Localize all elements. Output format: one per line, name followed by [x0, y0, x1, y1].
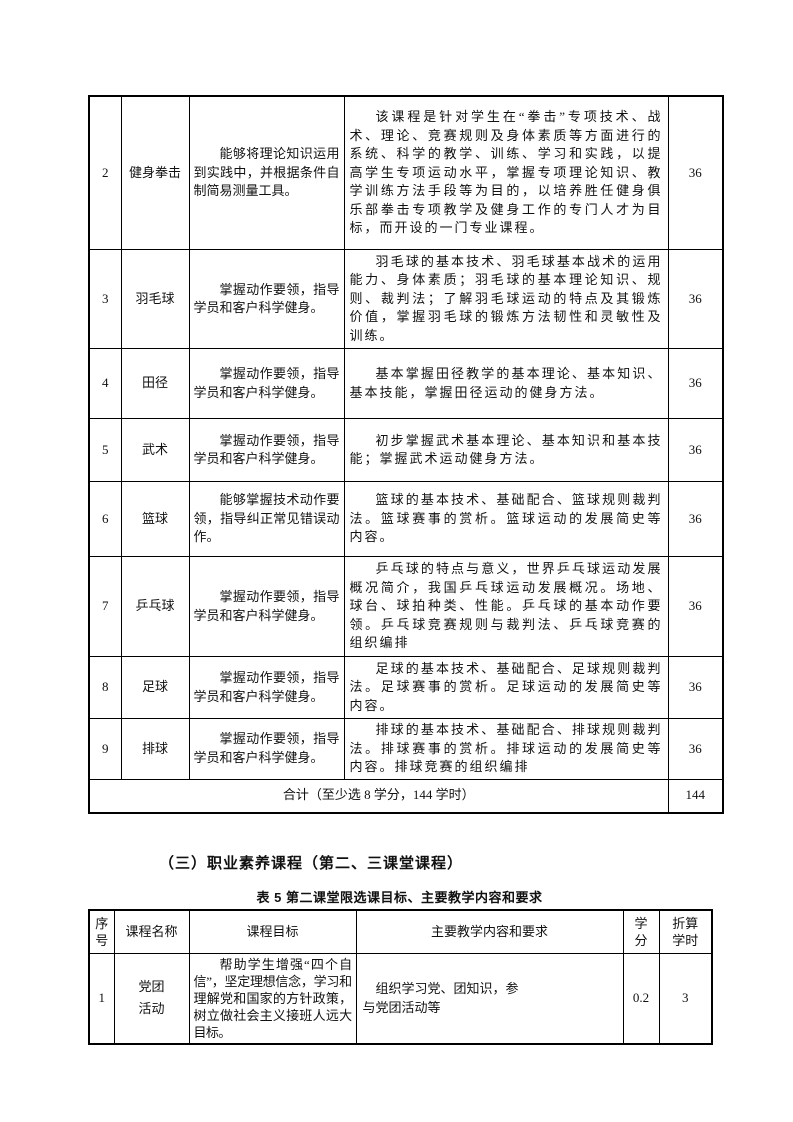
second-classroom-course-table: 序 号 课程名称 课程目标 主要教学内容和要求 学 分 折算 学时 1 党团 活… [88, 908, 713, 1045]
teaching-content-cell: 基本掌握田径教学的基本理论、基本知识、基本技能，掌握田径运动的健身方法。 [343, 348, 669, 419]
course-objective-cell: 能够掌握技术动作要领，指导纠正常见错误动作。 [188, 481, 345, 557]
course-objective-cell: 掌握动作要领，指导学员和客户科学健身。 [188, 718, 345, 780]
course-objective-cell: 掌握动作要领，指导学员和客户科学健身。 [188, 556, 345, 657]
course-name-cell: 羽毛球 [120, 249, 190, 349]
course-name-cell: 排球 [120, 718, 190, 780]
course-name-cell: 党团 活动 [113, 952, 190, 1044]
header-course-name: 课程名称 [113, 909, 190, 954]
table-row: 8 足球 掌握动作要领，指导学员和客户科学健身。 足球的基本技术、基础配合、足球… [88, 656, 724, 719]
course-objective-cell: 帮助学生增强“四个自信”，坚定理想信念，学习和理解党和国家的方针政策，树立做社会… [188, 952, 357, 1044]
course-name-cell: 篮球 [120, 481, 190, 557]
teaching-content-cell: 该课程是针对学生在“拳击”专项技术、战术、理论、竞赛规则及身体素质等方面进行的系… [343, 95, 669, 250]
course-objective-cell: 能够将理论知识运用到实践中，并根据条件自制简易测量工具。 [188, 95, 345, 250]
hours-cell: 36 [667, 418, 724, 482]
teaching-content-cell: 乒乓球的特点与意义，世界乒乓球运动发展概况简介，我国乒乓球运动发展概况。场地、球… [343, 556, 669, 657]
credits-cell: 0.2 [622, 952, 660, 1044]
row-number-cell: 2 [88, 95, 122, 250]
table-row: 3 羽毛球 掌握动作要领，指导学员和客户科学健身。 羽毛球的基本技术、羽毛球基本… [88, 249, 724, 349]
hours-cell: 36 [667, 95, 724, 250]
page-content: 2 健身拳击 能够将理论知识运用到实践中，并根据条件自制简易测量工具。 该课程是… [88, 95, 724, 1045]
table-row: 1 党团 活动 帮助学生增强“四个自信”，坚定理想信念，学习和理解党和国家的方针… [88, 952, 713, 1044]
row-number-cell: 7 [88, 556, 122, 657]
row-number-cell: 4 [88, 348, 122, 419]
pe-electives-table: 2 健身拳击 能够将理论知识运用到实践中，并根据条件自制简易测量工具。 该课程是… [88, 95, 724, 814]
table-row: 9 排球 掌握动作要领，指导学员和客户科学健身。 排球的基本技术、基础配合、排球… [88, 718, 724, 780]
row-number-cell: 9 [88, 718, 122, 780]
table-row: 5 武术 掌握动作要领，指导学员和客户科学健身。 初步掌握武术基本理论、基本知识… [88, 418, 724, 482]
section-heading: （三）职业素养课程（第二、三课堂课程） [159, 854, 464, 872]
converted-hours-cell: 3 [658, 952, 713, 1044]
course-name-cell: 武术 [120, 418, 190, 482]
table-header-row: 序 号 课程名称 课程目标 主要教学内容和要求 学 分 折算 学时 [88, 909, 713, 954]
teaching-content-cell: 组织学习党、团知识，参 与党团活动等 [355, 952, 624, 1044]
hours-cell: 36 [667, 249, 724, 349]
hours-cell: 36 [667, 481, 724, 557]
course-objective-cell: 掌握动作要领，指导学员和客户科学健身。 [188, 656, 345, 719]
course-name-cell: 乒乓球 [120, 556, 190, 657]
table-row: 6 篮球 能够掌握技术动作要领，指导纠正常见错误动作。 篮球的基本技术、基础配合… [88, 481, 724, 557]
header-converted-hours: 折算 学时 [658, 909, 713, 954]
teaching-content-cell: 初步掌握武术基本理论、基本知识和基本技能；掌握武术运动健身方法。 [343, 418, 669, 482]
row-number-cell: 3 [88, 249, 122, 349]
course-objective-cell: 掌握动作要领，指导学员和客户科学健身。 [188, 418, 345, 482]
table-row: 7 乒乓球 掌握动作要领，指导学员和客户科学健身。 乒乓球的特点与意义，世界乒乓… [88, 556, 724, 657]
course-name-cell: 田径 [120, 348, 190, 419]
header-objective: 课程目标 [188, 909, 357, 954]
course-name-cell: 健身拳击 [120, 95, 190, 250]
row-number-cell: 6 [88, 481, 122, 557]
total-label-cell: 合计（至少选 8 学分，144 学时） [88, 778, 669, 813]
row-number-cell: 8 [88, 656, 122, 719]
row-number-cell: 1 [88, 952, 115, 1044]
teaching-content-cell: 篮球的基本技术、基础配合、篮球规则裁判法。篮球赛事的赏析。篮球运动的发展简史等内… [343, 481, 669, 557]
row-number-cell: 5 [88, 418, 122, 482]
teaching-content-cell: 足球的基本技术、基础配合、足球规则裁判法。足球赛事的赏析。足球运动的发展简史等内… [343, 656, 669, 719]
table-row: 4 田径 掌握动作要领，指导学员和客户科学健身。 基本掌握田径教学的基本理论、基… [88, 348, 724, 419]
hours-cell: 36 [667, 656, 724, 719]
total-hours-cell: 144 [667, 778, 724, 813]
course-name-cell: 足球 [120, 656, 190, 719]
header-content: 主要教学内容和要求 [355, 909, 624, 954]
hours-cell: 36 [667, 348, 724, 419]
teaching-content-cell: 排球的基本技术、基础配合、排球规则裁判法。排球赛事的赏析。排球运动的发展简史等内… [343, 718, 669, 780]
hours-cell: 36 [667, 718, 724, 780]
header-credits: 学 分 [622, 909, 660, 954]
table5-caption: 表 5 第二课堂限选课目标、主要教学内容和要求 [256, 889, 543, 905]
hours-cell: 36 [667, 556, 724, 657]
course-objective-cell: 掌握动作要领，指导学员和客户科学健身。 [188, 249, 345, 349]
header-no: 序 号 [88, 909, 115, 954]
total-row: 合计（至少选 8 学分，144 学时） 144 [88, 778, 724, 813]
teaching-content-cell: 羽毛球的基本技术、羽毛球基本战术的运用能力、身体素质；羽毛球的基本理论知识、规则… [343, 249, 669, 349]
table-row: 2 健身拳击 能够将理论知识运用到实践中，并根据条件自制简易测量工具。 该课程是… [88, 95, 724, 250]
course-objective-cell: 掌握动作要领，指导学员和客户科学健身。 [188, 348, 345, 419]
